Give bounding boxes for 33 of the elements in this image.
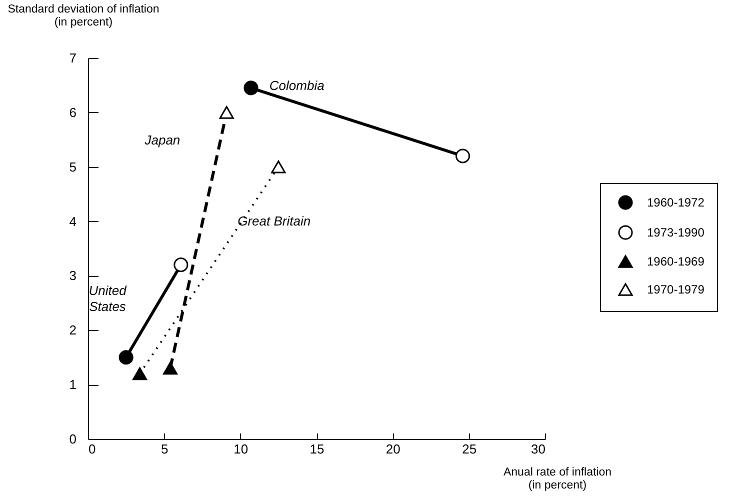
legend-label: 1973-1990 <box>647 226 705 240</box>
point <box>455 148 470 164</box>
series-label: Colombia <box>269 78 324 93</box>
point <box>244 80 258 96</box>
x-tick-label: 0 <box>88 442 96 456</box>
legend-label: 1960-1972 <box>647 196 705 210</box>
point <box>118 350 134 365</box>
y-tick-label: 6 <box>69 104 76 120</box>
point <box>271 160 286 174</box>
point <box>219 106 234 119</box>
point <box>174 258 188 272</box>
series-label: United States <box>88 283 128 314</box>
text: Japan <box>144 132 180 148</box>
legend-label: 1970-1979 <box>647 282 705 296</box>
x-tick-label: 25 <box>462 442 477 456</box>
y-tick-label: 0 <box>69 432 76 446</box>
y-axis-title: Standard deviation of inflation (in percent) <box>8 4 160 28</box>
x-tick-label: 5 <box>161 442 168 456</box>
y-tick-label: 4 <box>69 214 76 229</box>
x-tick-label: 20 <box>386 442 400 456</box>
legend-label: 1960-1969 <box>647 254 705 268</box>
x-tick-label: 15 <box>310 442 324 456</box>
x-tick-label: 10 <box>234 442 248 456</box>
y-tick-label: 5 <box>69 159 76 174</box>
point <box>162 362 178 375</box>
x-tick-label: 30 <box>531 442 546 456</box>
y-tick-label: 3 <box>69 268 76 284</box>
y-tick-label: 2 <box>69 322 76 338</box>
series-label: Great Britain <box>238 213 311 228</box>
point <box>132 367 148 380</box>
x-axis-title: Anual rate of inflation (in percent) <box>503 466 612 492</box>
y-tick-label: 1 <box>69 377 76 392</box>
y-tick-label: 7 <box>69 50 76 66</box>
